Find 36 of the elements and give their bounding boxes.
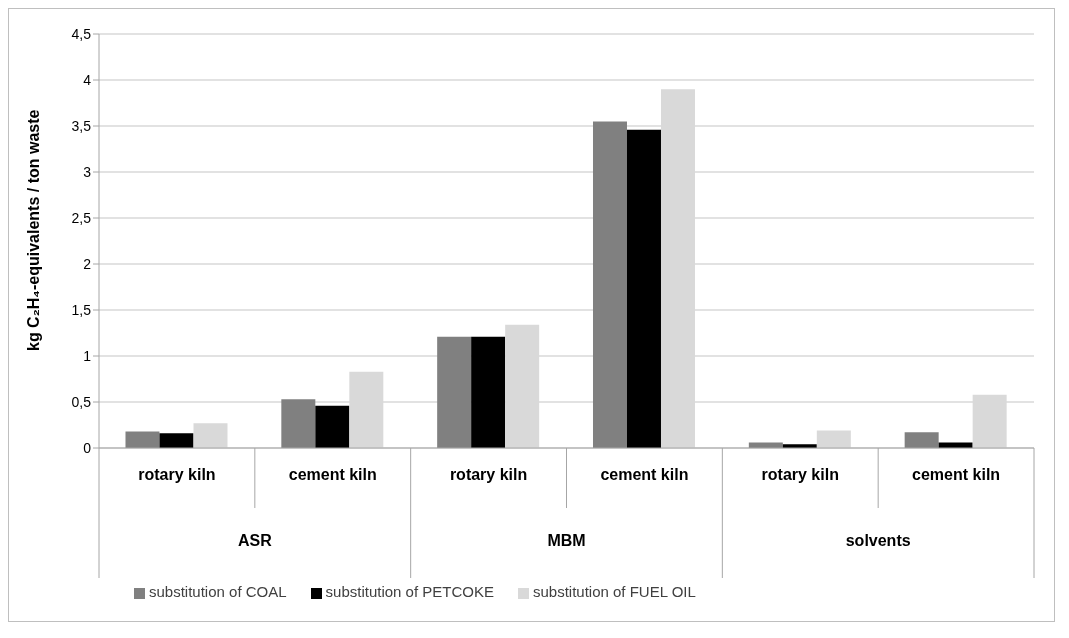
text: ASR xyxy=(237,532,273,549)
bar xyxy=(592,121,627,448)
bar xyxy=(471,336,506,448)
y-tick-label: 2 xyxy=(83,255,92,272)
text: solvents xyxy=(845,532,911,549)
y-tick-label: 1,5 xyxy=(71,301,92,318)
bar xyxy=(904,432,939,448)
x-tick-label: cement kiln xyxy=(288,466,377,483)
y-tick-label: 3,5 xyxy=(71,117,92,134)
bar xyxy=(437,336,472,448)
bar xyxy=(315,405,350,448)
y-tick-label: 2,5 xyxy=(71,209,92,226)
bar xyxy=(748,442,783,448)
text: MBM xyxy=(547,532,586,549)
y-tick-label: 3 xyxy=(83,163,92,180)
bar xyxy=(816,430,851,448)
y-tick-label: 0 xyxy=(83,439,92,456)
legend-label: substitution of PETCOKE xyxy=(325,583,494,600)
x-tick-label: rotary kiln xyxy=(449,466,528,483)
bar xyxy=(193,423,228,448)
y-tick-label: 4,5 xyxy=(71,25,92,42)
bar xyxy=(159,433,194,448)
x-tick-label: rotary kiln xyxy=(761,466,839,483)
bar xyxy=(281,399,316,448)
y-tick-label: 1 xyxy=(83,347,92,364)
bar xyxy=(626,129,661,448)
bar xyxy=(938,442,973,448)
legend-label: substitution of FUEL OIL xyxy=(532,583,696,600)
y-tick-label: 4 xyxy=(83,71,92,88)
x-tick-label: cement kiln xyxy=(600,466,689,483)
x-tick-label: rotary kiln xyxy=(138,466,216,483)
y-axis-title: kg C₂H₄-equivalents / ton waste xyxy=(24,109,42,351)
legend-label: substitution of COAL xyxy=(149,583,287,600)
bar xyxy=(125,431,160,448)
y-tick-label: 0,5 xyxy=(71,393,92,410)
x-tick-label: cement kiln xyxy=(912,466,1001,483)
